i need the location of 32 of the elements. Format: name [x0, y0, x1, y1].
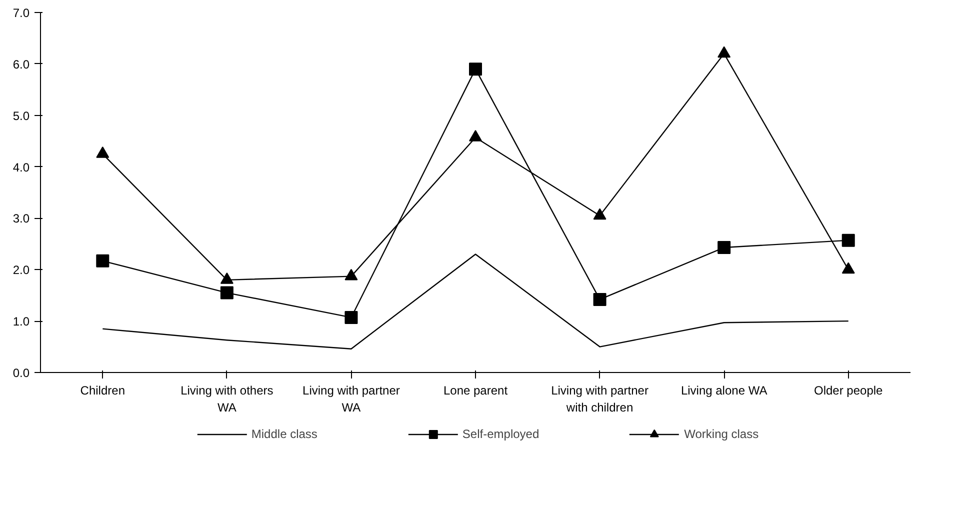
point	[718, 241, 731, 254]
y-tick-label: 3.0	[12, 212, 30, 226]
x-tick-label: Living alone WA	[680, 384, 768, 398]
point	[842, 234, 855, 247]
y-tick-label: 4.0	[12, 160, 30, 174]
point	[220, 286, 234, 300]
y-tick-label: 5.0	[12, 108, 30, 123]
y-tick-label: 0.0	[12, 366, 30, 380]
x-tick-label: Lone parent	[443, 384, 508, 398]
x-tick-label: Living with partner with children	[551, 384, 648, 414]
point	[469, 130, 482, 142]
point	[96, 254, 110, 268]
point	[96, 146, 110, 158]
point	[220, 272, 234, 284]
x-tick-label: Older people	[814, 384, 884, 398]
x-tick-label: Living with others WA	[180, 384, 274, 414]
y-tick-label: 1.0	[12, 314, 30, 329]
legend-label: Self-employed	[462, 427, 540, 441]
point	[344, 268, 358, 280]
point	[344, 310, 358, 324]
line-series	[102, 254, 849, 350]
point	[842, 262, 855, 274]
y-tick-label: 6.0	[12, 57, 30, 72]
y-tick-label: 7.0	[12, 6, 30, 20]
point	[593, 208, 606, 220]
x-tick-label: Living with partner WA	[302, 384, 400, 414]
x-tick-label: Children	[80, 384, 125, 398]
legend-label: Middle class	[251, 427, 318, 441]
y-tick-label: 2.0	[12, 263, 30, 278]
point	[593, 292, 606, 306]
legend-label: Working class	[684, 427, 759, 441]
point	[718, 46, 731, 58]
